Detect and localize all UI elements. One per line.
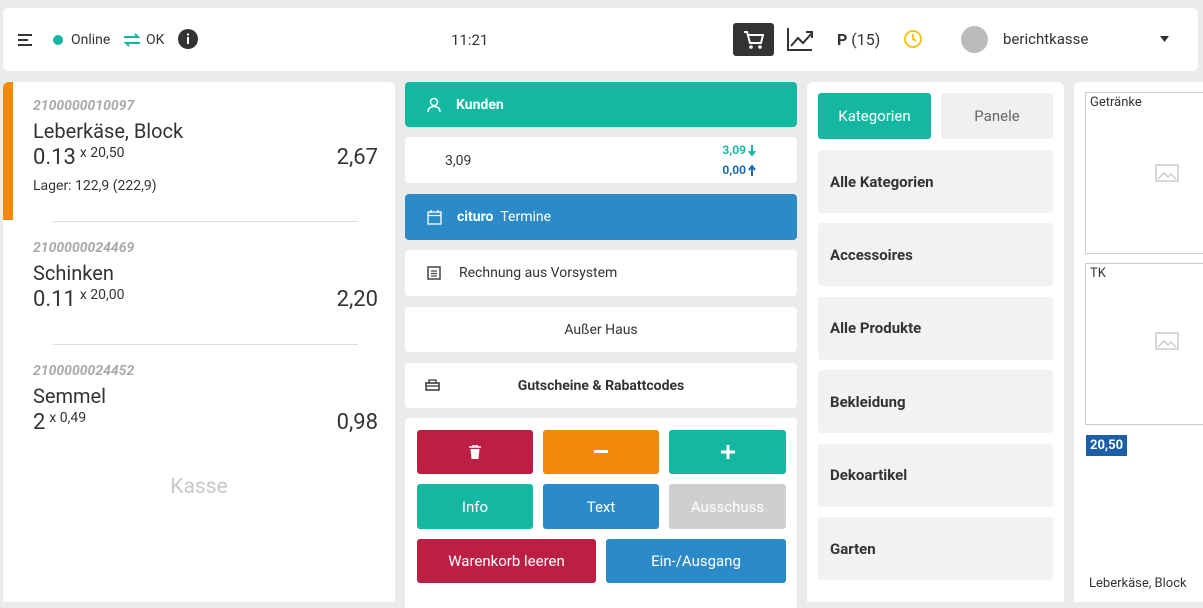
takeaway-button[interactable]: Außer Haus (405, 307, 797, 352)
sync-text: OK (146, 32, 165, 48)
customer-label: Kunden (456, 96, 504, 113)
item-qty: 0.13 (33, 145, 76, 170)
category-item[interactable]: Garten (818, 517, 1053, 580)
product-tile[interactable]: 20,50 Leberkäse, Block (1085, 434, 1203, 602)
sync: OK (123, 30, 164, 50)
given-amount: 3,09 (722, 143, 746, 157)
clear-cart-button[interactable]: Warenkorb leeren (417, 539, 596, 583)
product-name: TK (1090, 266, 1106, 281)
category-panel: Kategorien Panele Alle Kategorien Accesso… (807, 82, 1064, 602)
category-item[interactable]: Accessoires (818, 223, 1053, 287)
plus-button[interactable] (669, 430, 786, 474)
item-code: 2100000024452 (33, 363, 135, 379)
parked-count: (15) (851, 30, 881, 49)
delete-button[interactable] (417, 430, 533, 474)
item-stock: Lager: 122,9 (222,9) (33, 178, 157, 194)
customer-button[interactable]: Kunden (405, 82, 797, 127)
item-total: 0,98 (336, 410, 378, 435)
clock-icon[interactable] (903, 29, 923, 49)
cart-item[interactable]: 2100000024452 Semmel 2 x 0,49 0,98 (33, 363, 378, 435)
avatar (961, 26, 988, 53)
info-button[interactable]: Info (417, 484, 533, 529)
dropdown-icon[interactable] (1160, 36, 1170, 44)
item-code: 2100000010097 (33, 98, 135, 114)
minus-button[interactable] (543, 430, 659, 474)
item-name: Leberkäse, Block (33, 119, 184, 143)
given: 3,09 (722, 143, 756, 157)
item-code: 2100000024469 (33, 240, 135, 256)
appointments-label: Termine (500, 209, 552, 225)
clock: 11:21 (451, 31, 489, 49)
button-panel: Info Text Ausschuss Warenkorb leeren Ein… (405, 418, 797, 608)
vouchers-label: Gutscheine & Rabattcodes (517, 377, 685, 394)
item-qty: 2 (33, 410, 46, 435)
category-item[interactable]: Bekleidung (818, 370, 1053, 434)
tab-active[interactable]: Kategorien (818, 93, 931, 139)
total-amount: 3,09 (445, 153, 472, 169)
cash-io-button[interactable]: Ein-/Ausgang (606, 539, 786, 583)
item-total: 2,67 (336, 145, 378, 170)
item-name: Schinken (33, 261, 114, 285)
status: Online (53, 30, 110, 50)
product-name: Getränke (1090, 95, 1142, 110)
product-tile[interactable]: TK (1085, 263, 1203, 425)
selected-marker (3, 82, 13, 220)
category-item[interactable]: Dekoartikel (818, 443, 1053, 507)
brand: cituro (457, 209, 494, 225)
appointments-button[interactable]: cituro Termine (405, 194, 797, 240)
status-text: Online (71, 32, 111, 48)
parked[interactable]: P (15) (837, 30, 880, 49)
info-icon[interactable] (178, 29, 198, 49)
category-item[interactable]: Alle Kategorien (818, 150, 1053, 213)
cart-button[interactable] (733, 23, 774, 56)
item-unit: x 20,00 (79, 287, 125, 303)
product-panel: Getränke TK 20,50 Leberkäse, Block (1074, 82, 1203, 602)
menu-icon[interactable] (17, 32, 35, 48)
invoice-button[interactable]: Rechnung aus Vorsystem (405, 250, 797, 296)
divider (53, 221, 358, 222)
item-name: Semmel (33, 384, 107, 408)
user-name[interactable]: berichtkasse (1003, 30, 1089, 48)
change-amount: 0,00 (722, 163, 746, 177)
cart-footer: Kasse (170, 475, 228, 499)
parked-label: P (837, 30, 848, 49)
top-bar: Online OK 11:21 P (15) berichtkasse (3, 8, 1198, 71)
tab[interactable]: Panele (941, 93, 1053, 139)
waste-button[interactable]: Ausschuss (669, 484, 786, 529)
cart-panel: 2100000010097 Leberkäse, Block 0.13 x 20… (3, 82, 395, 602)
vouchers-button[interactable]: Gutscheine & Rabattcodes (405, 363, 797, 408)
text-button[interactable]: Text (543, 484, 659, 529)
product-name: Leberkäse, Block (1089, 576, 1187, 591)
item-unit: x 0,49 (49, 410, 87, 426)
cart-item[interactable]: 2100000010097 Leberkäse, Block 0.13 x 20… (33, 98, 378, 194)
total-box: 3,09 3,09 0,00 (405, 137, 797, 183)
category-item[interactable]: Alle Produkte (818, 296, 1053, 360)
item-total: 2,20 (336, 287, 378, 312)
divider (53, 344, 358, 345)
product-tile[interactable]: Getränke (1085, 92, 1203, 254)
item-unit: x 20,50 (79, 145, 125, 161)
change: 0,00 (722, 163, 756, 177)
item-qty: 0.11 (33, 287, 76, 312)
takeaway-label: Außer Haus (564, 321, 638, 338)
cart-item[interactable]: 2100000024469 Schinken 0.11 x 20,00 2,20 (33, 240, 378, 312)
stats-icon[interactable] (786, 26, 814, 52)
invoice-label: Rechnung aus Vorsystem (459, 265, 618, 281)
page: Online OK 11:21 P (15) berichtkasse 2100… (3, 8, 1203, 608)
product-price: 20,50 (1086, 435, 1128, 456)
